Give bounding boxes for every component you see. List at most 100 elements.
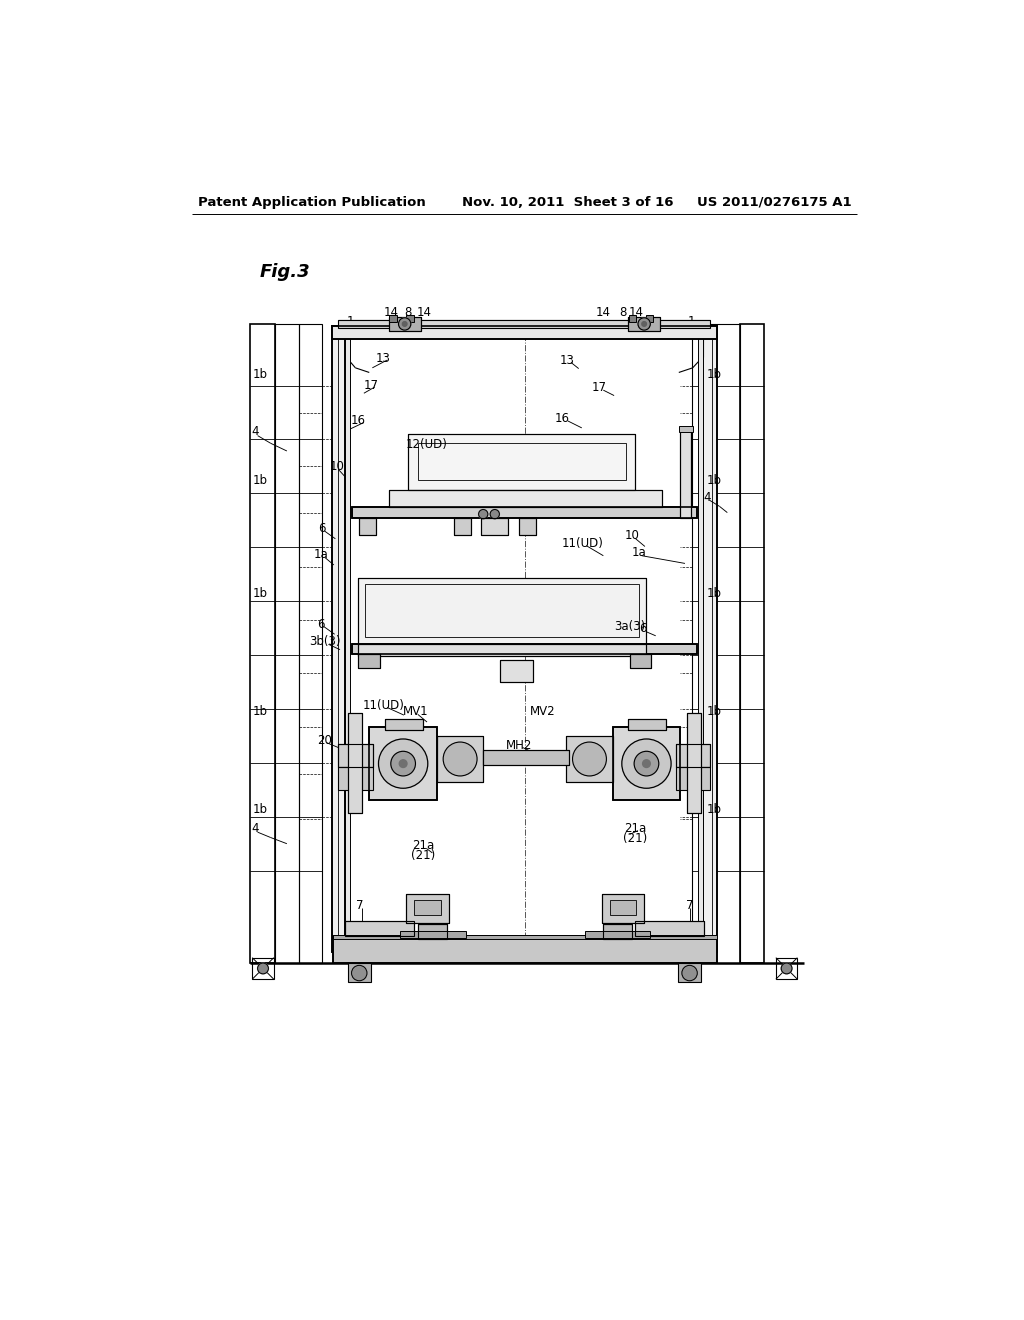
Text: 8: 8 [404,306,412,319]
Bar [352,507,696,517]
Text: 1b: 1b [707,474,722,487]
Text: MV1: MV1 [402,705,428,718]
Bar [333,936,717,964]
Text: US 2011/0276175 A1: US 2011/0276175 A1 [697,195,852,209]
Bar [566,737,612,781]
Text: 16: 16 [555,412,570,425]
Bar [332,326,717,339]
Circle shape [781,964,792,974]
Bar [250,323,274,964]
Bar [500,660,532,682]
Bar [357,578,646,644]
Bar [385,719,423,730]
Circle shape [572,742,606,776]
Text: 9: 9 [613,899,621,912]
Bar [698,327,702,950]
Text: 3a(3): 3a(3) [614,620,645,634]
Text: 6: 6 [317,521,326,535]
Text: (21): (21) [623,832,647,845]
Circle shape [351,965,367,981]
Bar [676,743,711,767]
Text: 8: 8 [620,306,627,319]
Bar [339,321,711,327]
Bar [566,737,612,781]
Bar [739,323,764,964]
Text: 14: 14 [417,306,431,319]
Bar [348,964,371,982]
Bar [366,585,639,636]
Bar [635,921,705,936]
Bar [628,317,660,331]
Bar [252,958,273,979]
Bar [407,894,449,923]
Bar [628,317,660,331]
Text: 1b: 1b [253,587,267,601]
Text: 1b: 1b [253,705,267,718]
Text: 21a: 21a [624,822,646,834]
Bar [388,317,421,331]
Bar [385,719,423,730]
Bar [454,517,471,535]
Text: 11(UD): 11(UD) [561,537,603,550]
Text: 6: 6 [317,618,325,631]
Text: 20: 20 [317,734,332,747]
Text: 13: 13 [560,354,574,367]
Bar [407,315,414,322]
Text: 1a: 1a [632,546,646,560]
Bar [437,737,483,781]
Bar [703,326,717,952]
Bar [388,490,662,507]
Text: 1a: 1a [314,548,329,561]
Bar [389,315,397,322]
Bar [388,317,421,331]
Bar [678,964,701,982]
Bar [299,323,323,964]
Circle shape [638,318,650,330]
Bar [518,517,536,535]
Bar [339,743,373,767]
Text: 1b: 1b [253,803,267,816]
Bar [687,713,701,813]
Bar [437,737,483,781]
Circle shape [258,964,268,974]
Bar [481,517,508,535]
Bar [359,517,376,535]
Text: 1b: 1b [707,705,722,718]
Text: MH1: MH1 [425,751,452,764]
Bar [418,924,447,940]
Bar [646,315,653,322]
Bar [274,323,299,964]
Text: 13: 13 [376,352,390,366]
Bar [692,323,715,964]
Text: 4: 4 [252,425,259,438]
Circle shape [391,751,416,776]
Text: 1: 1 [687,315,695,329]
Bar [687,713,701,813]
Bar [408,434,635,490]
Bar [483,750,569,766]
Text: 14: 14 [596,306,611,319]
Text: 1b: 1b [707,367,722,380]
Text: 6: 6 [641,760,648,774]
Bar [602,924,632,940]
Circle shape [634,751,658,776]
Bar [408,434,635,490]
Bar [370,726,437,800]
Bar [454,517,471,535]
Bar [333,935,717,940]
Bar [357,644,646,656]
Bar [388,490,662,507]
Bar [345,921,414,936]
Circle shape [622,739,671,788]
Bar [629,315,637,322]
Text: 10: 10 [330,459,344,473]
Text: 4: 4 [703,491,711,504]
Bar [609,900,637,915]
Bar [680,428,691,517]
Bar [358,655,380,668]
Text: 21a: 21a [412,838,434,851]
Text: Patent Application Publication: Patent Application Publication [198,195,425,209]
Text: 1b: 1b [707,587,722,601]
Bar [400,931,466,939]
Bar [481,517,508,535]
